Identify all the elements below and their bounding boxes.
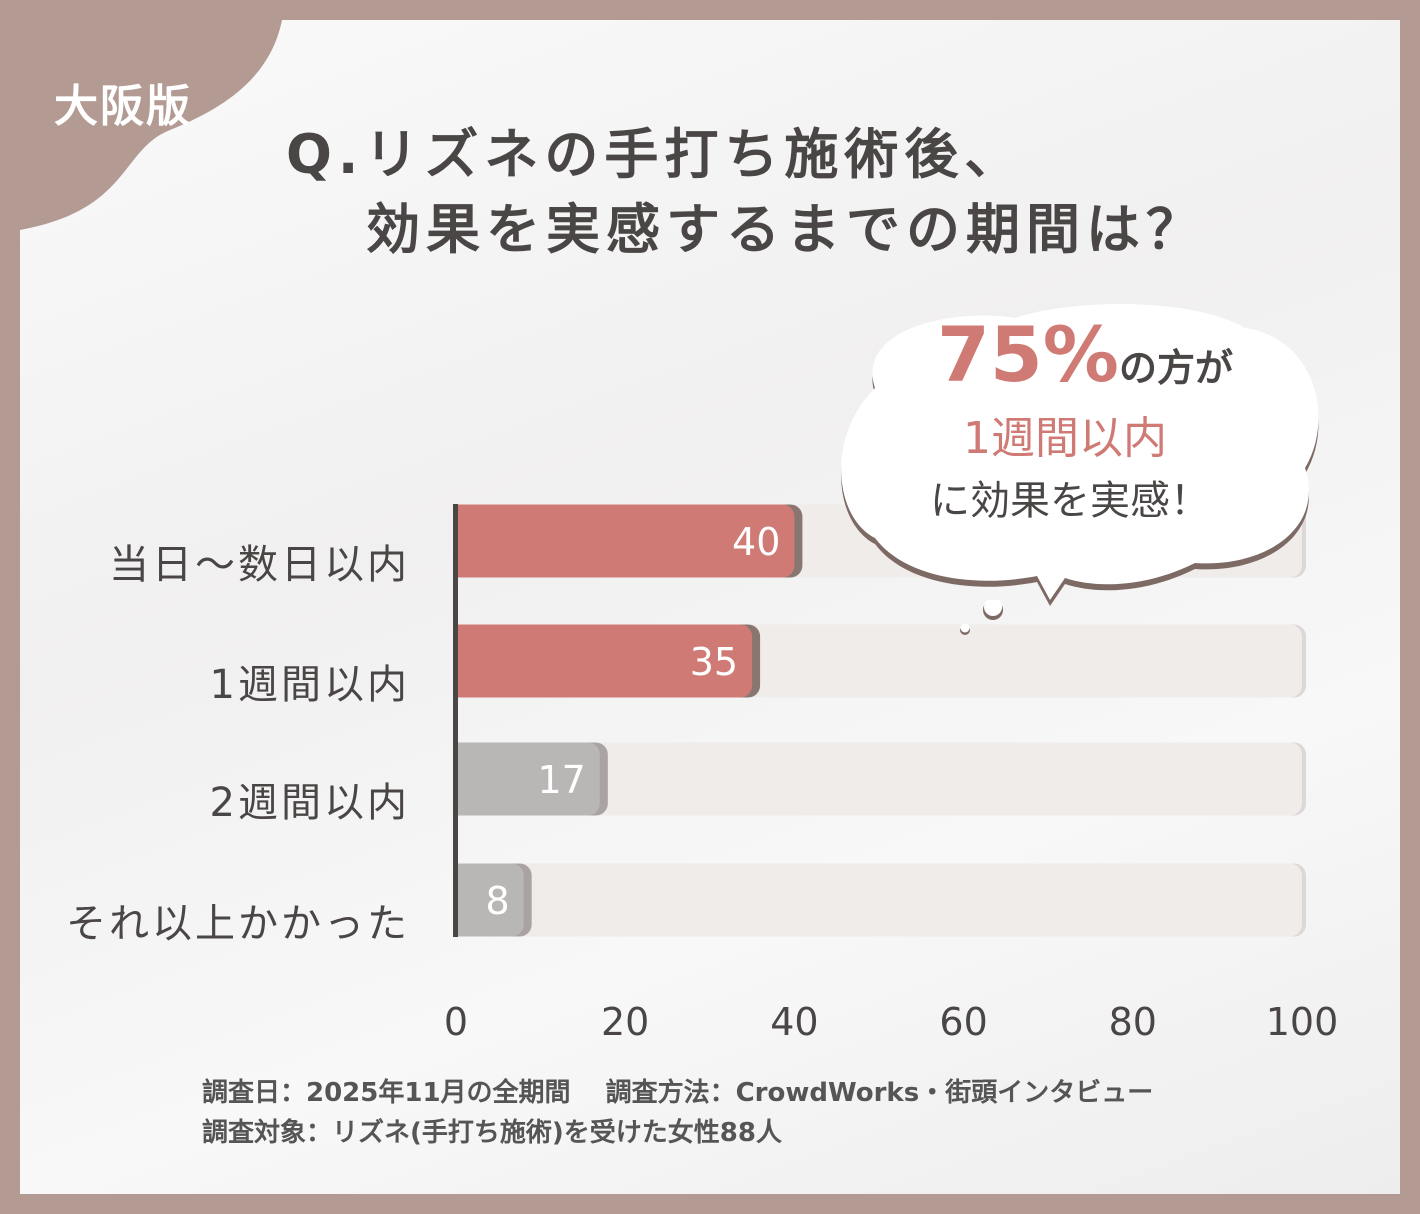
y-axis-line [453,504,458,937]
category-label: それ以上かかった [66,901,410,947]
region-badge: 大阪版 [54,81,192,132]
bar [456,504,795,578]
bar-value-label: 35 [690,640,738,684]
x-tick-label: 0 [443,1000,469,1044]
bar-value-label: 17 [537,758,585,802]
category-label: 1週間以内 [209,662,410,708]
bar [456,742,600,816]
x-tick-label: 60 [939,1000,988,1044]
chart-card: 大阪版 Q.リズネの手打ち施術後、 効果を実感するまでの期間は？ 40 35 17 8… [20,20,1400,1194]
bar-track [456,742,1302,816]
bar-track [456,863,1302,937]
bar-value-label: 8 [485,879,509,923]
bar-base [456,742,468,816]
callout-line-3: に効果を実感！ [930,478,1210,524]
callout-tail: の方が [1118,346,1233,390]
footer-survey-info: 調査日：2025年11月の全期間 調査方法：CrowdWorks・街頭インタビュ… [202,1078,1154,1108]
title-line-1: Q.リズネの手打ち施術後、 [286,123,1025,186]
category-label: 2週間以内 [209,780,410,826]
bar-base [456,504,468,578]
corner-blob [20,20,282,230]
bar-value-label: 40 [732,520,780,564]
footer-survey-target: 調査対象：リズネ(手打ち施術)を受けた女性88人 [202,1118,782,1148]
callout-highlight: 1週間以内 [963,413,1167,464]
callout-line-1: 75%の方が [925,310,1245,399]
bar [456,624,753,698]
title-line-2: 効果を実感するまでの期間は？ [366,198,1206,261]
callout-dots [960,600,1003,635]
bar-base [456,863,468,937]
callout-bubble [841,304,1319,606]
x-tick-label: 40 [770,1000,819,1044]
x-tick-label: 80 [1108,1000,1157,1044]
x-tick-label: 100 [1265,1000,1339,1044]
x-tick-label: 20 [601,1000,650,1044]
bar [456,863,524,937]
callout-percent: 75% [937,310,1119,399]
category-label: 当日～数日以内 [109,542,410,588]
bar-base [456,624,468,698]
